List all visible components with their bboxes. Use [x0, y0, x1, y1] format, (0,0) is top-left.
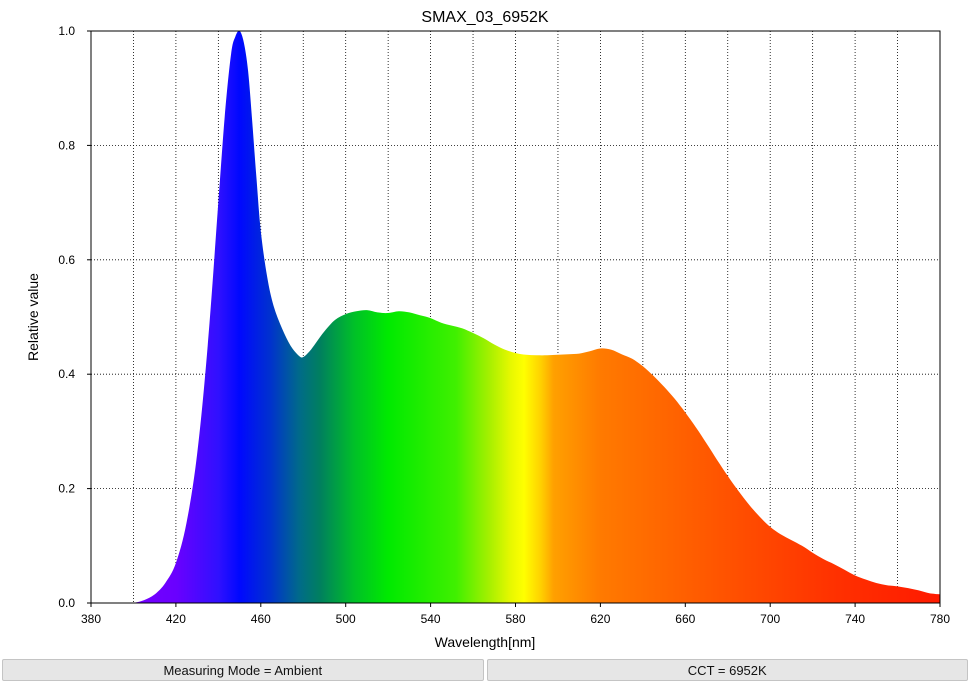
- y-tick-label: 0.4: [58, 367, 75, 381]
- spectrum-chart: 380 420 460 500 540 580 620 660 700 740 780 0.0 0.2…: [25, 9, 950, 650]
- x-tick-label: 540: [421, 612, 441, 626]
- y-tick-label: 0.0: [58, 596, 75, 610]
- x-tick-label: 780: [930, 612, 950, 626]
- chart-title: SMAX_03_6952K: [421, 9, 549, 26]
- x-tick-label: 700: [760, 612, 780, 626]
- x-tick-label: 420: [166, 612, 186, 626]
- measuring-mode-panel: Measuring Mode = Ambient: [2, 659, 484, 681]
- y-axis-title: Relative value: [25, 273, 41, 361]
- y-tick-label: 0.8: [58, 138, 75, 152]
- status-bar: Measuring Mode = Ambient CCT = 6952K: [0, 658, 970, 683]
- x-tick-label: 580: [505, 612, 525, 626]
- x-axis: 380 420 460 500 540 580 620 660 700 740 780: [81, 603, 950, 626]
- x-tick-label: 380: [81, 612, 101, 626]
- spectrum-area: [133, 30, 940, 604]
- y-tick-label: 0.6: [58, 253, 75, 267]
- x-tick-label: 500: [336, 612, 356, 626]
- x-tick-label: 740: [845, 612, 865, 626]
- y-tick-label: 0.2: [58, 482, 75, 496]
- y-axis: 0.0 0.2 0.4 0.6 0.8 1.0: [58, 24, 91, 610]
- cct-panel: CCT = 6952K: [486, 659, 968, 681]
- x-tick-label: 620: [590, 612, 610, 626]
- x-tick-label: 460: [251, 612, 271, 626]
- x-axis-title: Wavelength[nm]: [435, 634, 536, 650]
- x-tick-label: 660: [675, 612, 695, 626]
- y-tick-label: 1.0: [58, 24, 75, 38]
